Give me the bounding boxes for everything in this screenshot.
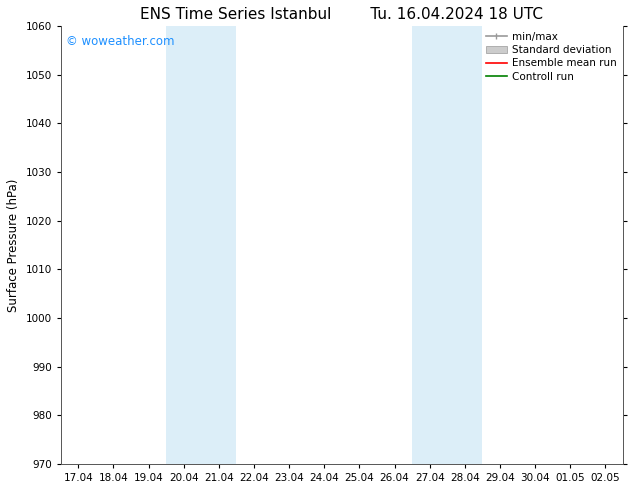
Y-axis label: Surface Pressure (hPa): Surface Pressure (hPa) [7,178,20,312]
Title: ENS Time Series Istanbul        Tu. 16.04.2024 18 UTC: ENS Time Series Istanbul Tu. 16.04.2024 … [140,7,543,22]
Bar [412,26,482,464]
Text: © woweather.com: © woweather.com [67,35,175,48]
Bar [166,26,236,464]
Legend: min/max, Standard deviation, Ensemble mean run, Controll run: min/max, Standard deviation, Ensemble me… [482,28,621,86]
